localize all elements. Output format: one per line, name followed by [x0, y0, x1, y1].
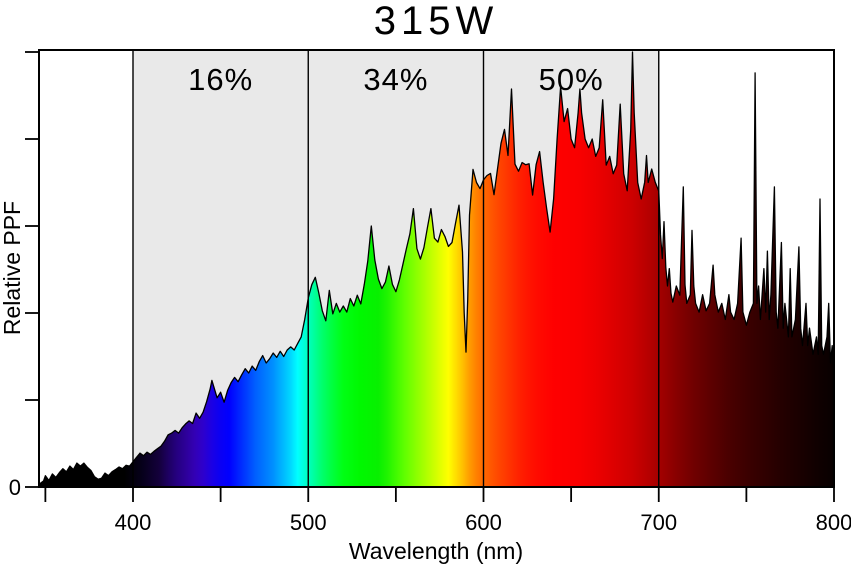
- spectrum-area-curve: [39, 51, 835, 488]
- band-boundary-lines: [132, 50, 660, 487]
- x-tick-label-600: 600: [465, 510, 502, 535]
- x-tick-label-800: 800: [816, 510, 851, 535]
- band-percentage-labels: 16% 34% 50%: [188, 62, 604, 97]
- x-axis: 400 500 600 700 800: [44, 487, 851, 535]
- y-axis: 0: [9, 51, 39, 500]
- x-tick-label-400: 400: [115, 510, 152, 535]
- plot-frame: [38, 49, 835, 488]
- x-tick-label-500: 500: [290, 510, 327, 535]
- x-tick-label-700: 700: [640, 510, 677, 535]
- y-axis-label: Relative PPF: [0, 201, 25, 335]
- y-tick-label-0: 0: [9, 475, 21, 500]
- chart-title: 315W: [374, 0, 499, 43]
- band-label-500-600: 34%: [363, 62, 428, 97]
- band-label-400-500: 16%: [188, 62, 253, 97]
- x-axis-label: Wavelength (nm): [349, 538, 523, 564]
- band-label-600-700: 50%: [539, 62, 604, 97]
